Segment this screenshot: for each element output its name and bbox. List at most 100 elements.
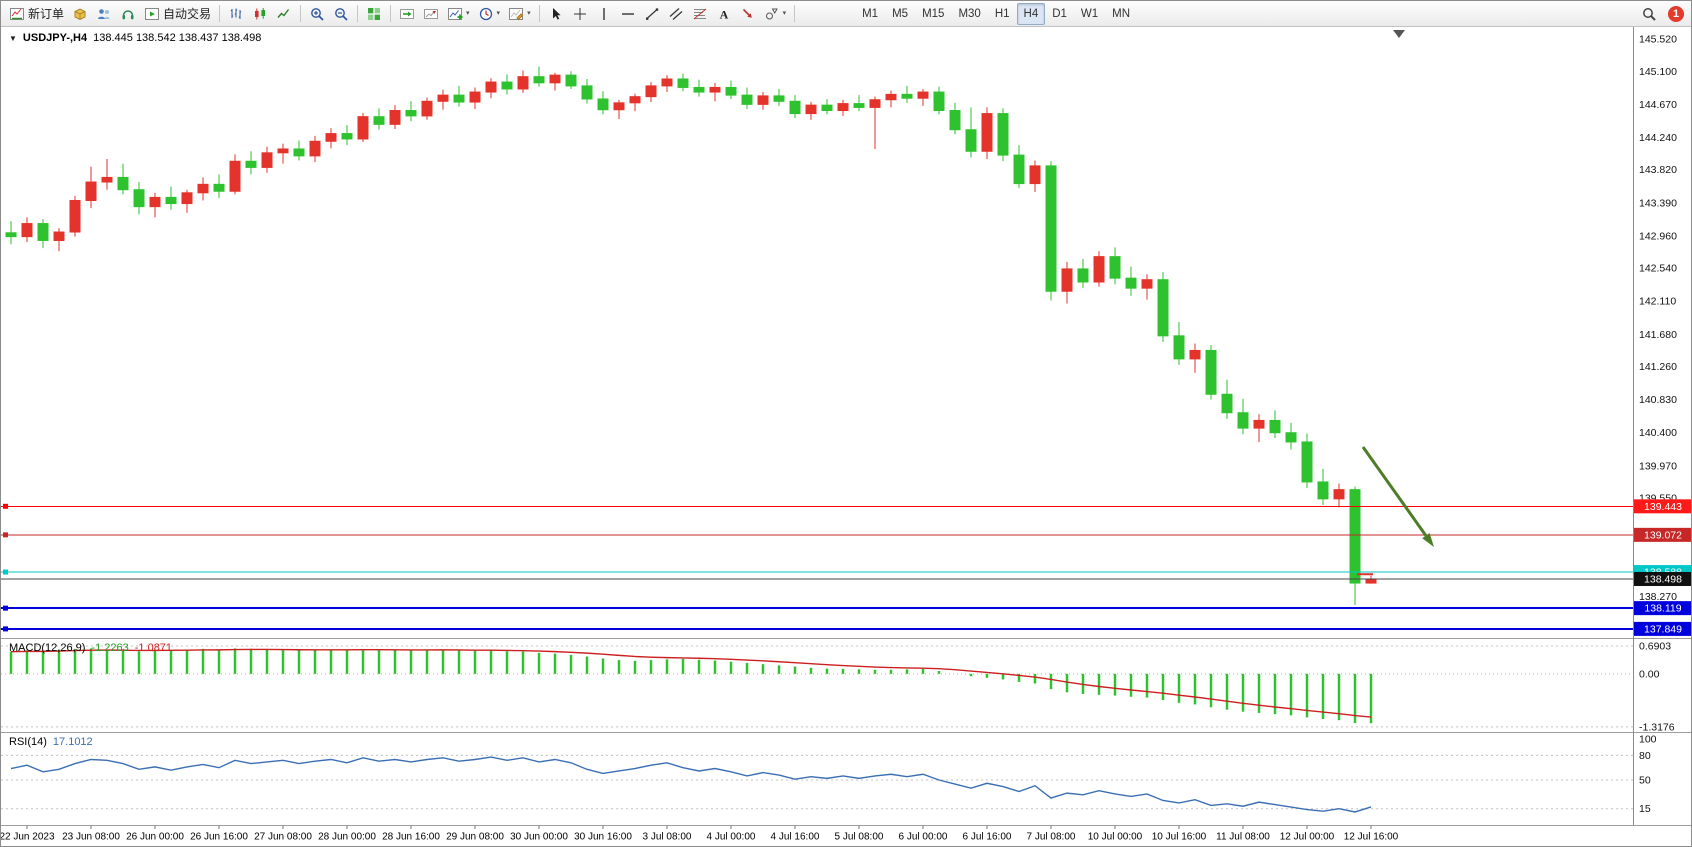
auto-scroll-button[interactable] [395, 3, 419, 25]
candle [853, 95, 865, 112]
timeframe-w1-button[interactable]: W1 [1074, 3, 1105, 25]
candle [629, 93, 641, 112]
line-handle[interactable] [3, 605, 8, 611]
chart-canvas[interactable]: 145.520 145.100 144.670 144.240 143.820 143.3… [1, 27, 1692, 847]
timeframe-m5-button[interactable]: M5 [885, 3, 915, 25]
fibonacci-button[interactable] [688, 3, 712, 25]
equidistant-channel-button[interactable] [664, 3, 688, 25]
chart-shift-marker-icon[interactable] [1393, 30, 1405, 38]
horizontal-line-button[interactable] [616, 3, 640, 25]
toolbar-group: ▾ ▾ ▾ [395, 3, 535, 25]
time-axis-label: 26 Jun 00:00 [126, 832, 184, 843]
new-order-button[interactable]: 新订单 [5, 3, 68, 25]
timeframe-h4-button[interactable]: H4 [1016, 2, 1046, 25]
price-axis[interactable] [1634, 27, 1692, 826]
candle [1205, 345, 1217, 400]
zoom-out-button[interactable] [329, 3, 353, 25]
timeframe-m30-button[interactable]: M30 [951, 3, 987, 25]
line-handle[interactable] [3, 569, 8, 575]
trendline-button[interactable] [640, 3, 664, 25]
periods-button[interactable]: ▾ [474, 3, 505, 25]
timeframe-d1-button[interactable]: D1 [1045, 3, 1074, 25]
candle [309, 135, 321, 163]
notification-badge[interactable]: 1 [1668, 5, 1684, 22]
candlestick-chart-button[interactable] [248, 3, 272, 25]
arrow-tool-button[interactable] [736, 3, 760, 25]
candle [869, 96, 881, 149]
timeframe-group: M1 M5 M15 M30 H1 H4 D1 W1 MN [855, 2, 1137, 25]
expand-one-click-trading-icon[interactable]: ▼ [9, 33, 17, 43]
candle [837, 99, 849, 116]
trend-arrow-annotation[interactable] [1361, 446, 1434, 547]
candle [981, 107, 993, 159]
timeframe-m15-button[interactable]: M15 [915, 3, 951, 25]
line-chart-button[interactable] [272, 3, 296, 25]
search-button[interactable] [1637, 3, 1661, 25]
tile-windows-button[interactable] [362, 3, 386, 25]
market-watch-button[interactable] [68, 3, 92, 25]
time-axis-label: 12 Jul 00:00 [1280, 832, 1335, 843]
candle [773, 88, 785, 106]
macd-label-row: MACD(12,26,9) -1.2263 -1.0871 [9, 642, 172, 654]
rsi-value: 17.1012 [52, 736, 93, 748]
tiles-icon [368, 7, 381, 20]
macd-axis-label: 0.00 [1639, 668, 1660, 680]
candle [997, 108, 1009, 162]
cursor-button[interactable] [544, 3, 568, 25]
svg-text:139.072: 139.072 [1644, 529, 1682, 541]
timeframe-m1-button[interactable]: M1 [855, 3, 885, 25]
time-axis-label: 11 Jul 08:00 [1216, 832, 1270, 843]
candle [197, 177, 209, 201]
search-icon [1643, 7, 1656, 21]
dropdown-caret-icon: ▾ [782, 10, 787, 17]
timeframe-h1-button[interactable]: H1 [988, 3, 1017, 25]
macd-signal-line [10, 648, 1372, 718]
svg-text:A: A [719, 7, 728, 21]
toolbar-group: A ▾ [544, 3, 791, 25]
vertical-line-button[interactable] [592, 3, 616, 25]
macd-value: -1.2263 [91, 642, 129, 654]
toolbar-right: 1 [1637, 3, 1687, 25]
candle [277, 143, 289, 164]
candle [1173, 321, 1185, 366]
candle [1189, 343, 1201, 373]
text-tool-button[interactable]: A [712, 3, 736, 25]
zoom-in-button[interactable] [305, 3, 329, 25]
indicators-button[interactable]: ▾ [443, 3, 474, 25]
crosshair-icon [573, 7, 586, 20]
time-axis-label: 10 Jul 16:00 [1152, 832, 1207, 843]
shapes-button[interactable]: ▾ [760, 3, 791, 25]
rsi-axis-label: 80 [1639, 750, 1651, 762]
support-button[interactable] [116, 3, 140, 25]
community-button[interactable] [92, 3, 116, 25]
arrowtool-icon [742, 8, 752, 18]
templates-button[interactable]: ▾ [504, 3, 535, 25]
candle [389, 105, 401, 129]
candle [229, 154, 241, 195]
rsi-label-row: RSI(14) 17.1012 [9, 736, 93, 748]
people-icon [98, 8, 110, 19]
candle [533, 66, 545, 87]
time-axis[interactable] [1, 825, 1692, 847]
time-axis-label: 6 Jul 00:00 [899, 832, 948, 843]
linechart-icon [277, 8, 290, 18]
candle [549, 72, 561, 91]
auto-trading-button[interactable]: 自动交易 [140, 3, 215, 25]
bar-chart-button[interactable] [224, 3, 248, 25]
time-axis-label: 22 Jun 2023 [1, 832, 55, 843]
toolbar-separator [538, 5, 540, 22]
line-handle[interactable] [3, 626, 8, 632]
crosshair-button[interactable] [568, 3, 592, 25]
time-axis-label: 27 Jun 08:00 [254, 832, 312, 843]
candle [85, 166, 97, 209]
line-handle[interactable] [3, 532, 8, 538]
timeframe-mn-button[interactable]: MN [1105, 3, 1137, 25]
candle [1365, 575, 1377, 584]
chartshift-icon [424, 8, 439, 19]
price-badge-139.072: 139.072 [1634, 527, 1691, 542]
candle [53, 228, 65, 252]
chart-shift-button[interactable] [419, 3, 443, 25]
line-handle[interactable] [3, 503, 8, 509]
price-axis-label: 144.670 [1639, 99, 1677, 111]
toolbar-separator [300, 5, 302, 22]
